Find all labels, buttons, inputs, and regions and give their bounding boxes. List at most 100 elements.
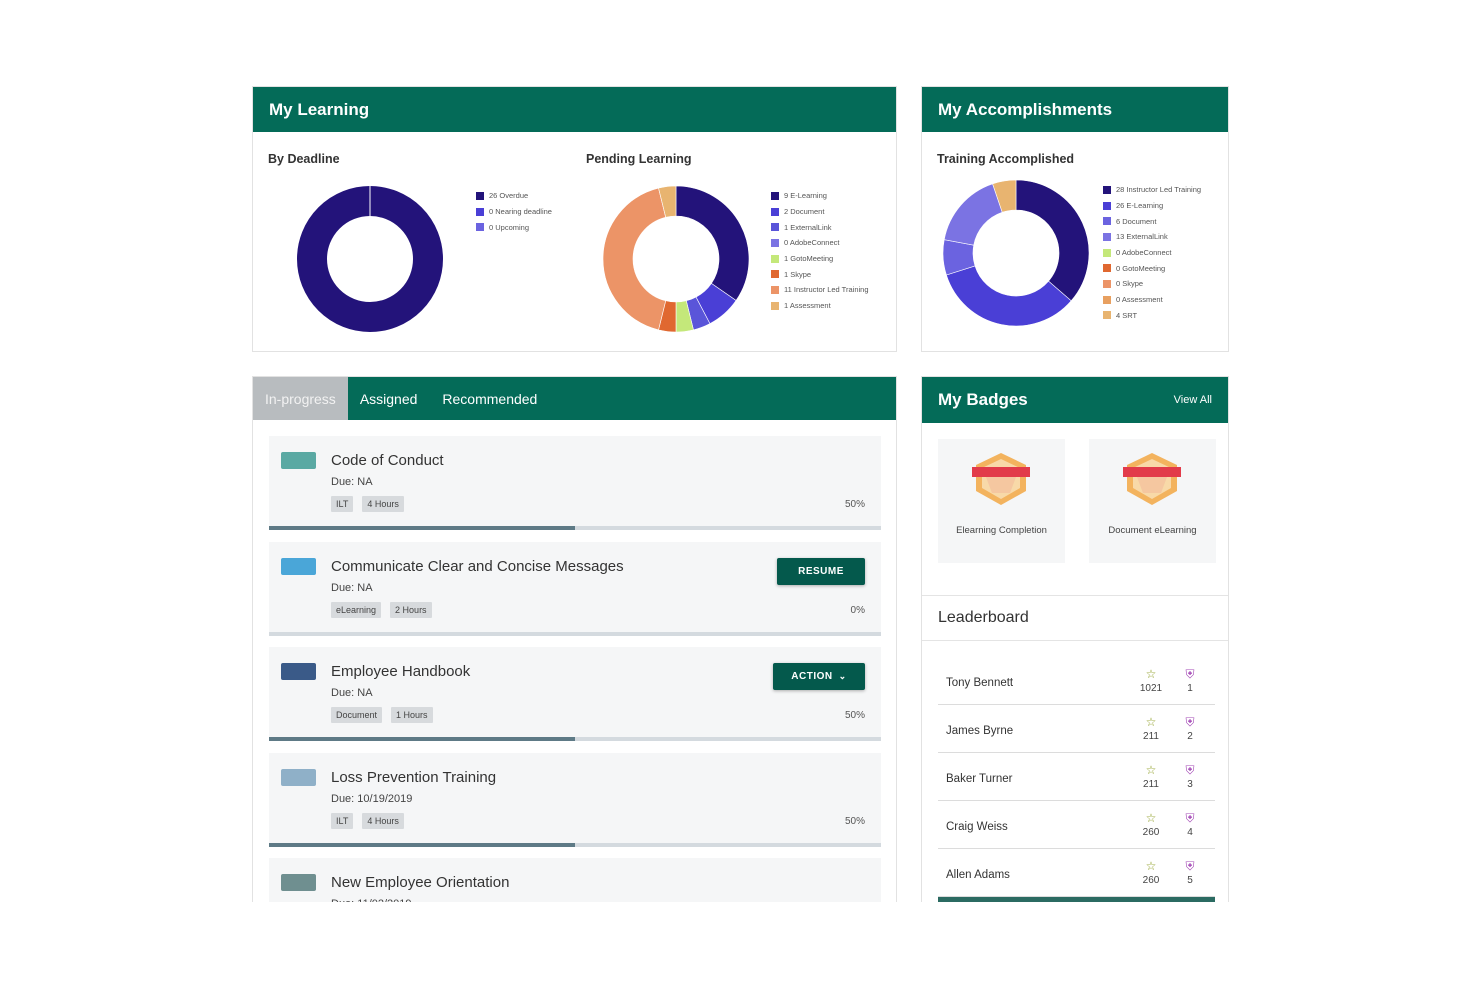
rank-value: 2	[1187, 731, 1193, 742]
legend-swatch	[476, 223, 484, 232]
legend-item[interactable]: 0 AdobeConnect	[771, 235, 869, 251]
donut-slice[interactable]	[675, 185, 750, 301]
legend-item[interactable]: 1 Skype	[771, 266, 869, 282]
training-accomplished-title: Training Accomplished	[937, 152, 1075, 166]
course-card[interactable]: Code of Conduct Due: NA ILT 4 Hours 50%	[269, 436, 881, 530]
legend-label: 26 Overdue	[489, 191, 529, 201]
divider	[922, 640, 1228, 641]
leaderboard-row[interactable]: Baker Turner ☆ 211 ⛨ 3	[938, 753, 1215, 801]
course-tags: Document 1 Hours	[331, 707, 433, 723]
donut-slice[interactable]	[946, 265, 1072, 327]
legend-item[interactable]: 0 Upcoming	[476, 219, 552, 235]
leaderboard-rank: ⛨ 4	[1175, 811, 1205, 838]
donut-slice[interactable]	[943, 183, 1003, 246]
course-tags: eLearning 2 Hours	[331, 601, 432, 618]
legend-item[interactable]: 1 Assessment	[771, 298, 869, 314]
course-tags: ILT 4 Hours	[331, 812, 404, 829]
tab-recommended[interactable]: Recommended	[442, 390, 538, 407]
legend-label: 2 Document	[784, 207, 825, 217]
legend-item[interactable]: 6 Document	[1103, 213, 1201, 229]
course-due-date: Due: NA	[331, 476, 373, 488]
course-tag: ILT	[331, 812, 354, 829]
star-icon: ☆	[1145, 715, 1157, 729]
resume-button-label: RESUME	[798, 565, 844, 577]
legend-item[interactable]: 0 Nearing deadline	[476, 204, 552, 220]
course-title[interactable]: Loss Prevention Training	[331, 768, 497, 786]
course-tag: 4 Hours	[362, 812, 404, 829]
badge-card[interactable]: Document eLearning	[1089, 439, 1216, 563]
legend-item[interactable]: 9 E-Learning	[771, 188, 869, 204]
legend-item[interactable]: 0 GotoMeeting	[1103, 260, 1201, 276]
legend-item[interactable]: 26 E-Learning	[1103, 198, 1201, 214]
training-accomplished-donut-chart[interactable]	[942, 179, 1090, 327]
course-thumbnail	[281, 663, 316, 680]
view-all-link[interactable]: View All	[1173, 394, 1212, 406]
course-card[interactable]: Employee Handbook Due: NA Document 1 Hours 5…	[269, 647, 881, 741]
by-deadline-donut-chart[interactable]	[296, 185, 444, 333]
legend-item[interactable]: 2 Document	[771, 204, 869, 220]
tab-in-progress[interactable]: In-progress	[253, 377, 348, 420]
course-title[interactable]: Communicate Clear and Concise Messages	[331, 557, 624, 575]
legend-label: 0 Assessment	[1116, 295, 1163, 305]
leaderboard-rank: ⛨ 2	[1175, 715, 1205, 742]
resume-button[interactable]: RESUME	[777, 557, 865, 585]
legend-item[interactable]: 28 Instructor Led Training	[1103, 182, 1201, 198]
tab-assigned[interactable]: Assigned	[359, 390, 418, 407]
rank-value: 1	[1187, 683, 1193, 694]
donut-slice[interactable]	[992, 179, 1017, 213]
badge-card[interactable]: Elearning Completion	[938, 439, 1065, 563]
leaderboard-row[interactable]: James Byrne ☆ 211 ⛨ 2	[938, 705, 1215, 753]
leaderboard-points: ☆ 211	[1136, 715, 1166, 742]
course-tag: ILT	[331, 496, 354, 512]
badge-label: Document eLearning	[1108, 525, 1197, 536]
leaderboard-row[interactable]: Allen Adams ☆ 260 ⛨ 5	[938, 849, 1215, 897]
legend-label: 1 ExternalLink	[784, 222, 832, 232]
course-progress-fill	[269, 737, 575, 741]
legend-item[interactable]: 26 Overdue	[476, 188, 552, 204]
badges-header: My Badges View All	[922, 377, 1228, 423]
course-card[interactable]: Loss Prevention Training Due: 10/19/2019 I…	[269, 752, 881, 847]
legend-item[interactable]: 11 Instructor Led Training	[771, 282, 869, 298]
leaderboard-row[interactable]: Craig Weiss ☆ 260 ⛨ 4	[938, 801, 1215, 849]
course-thumbnail	[281, 452, 316, 469]
donut-slice[interactable]	[1015, 179, 1090, 302]
leaderboard-name: James Byrne	[946, 725, 1014, 737]
legend-label: 13 ExternalLink	[1116, 232, 1168, 242]
legend-item[interactable]: 13 ExternalLink	[1103, 229, 1201, 245]
star-icon: ☆	[1145, 763, 1157, 777]
leaderboard-row[interactable]: Tony Bennett ☆ 1021 ⛨ 1	[938, 657, 1215, 705]
pending-learning-donut-chart[interactable]	[602, 185, 750, 333]
legend-swatch	[771, 270, 779, 279]
legend-swatch	[1103, 295, 1111, 304]
my-accomplishments-panel: My Accomplishments Training Accomplished…	[921, 86, 1229, 352]
leaderboard-rank: ⛨ 5	[1175, 859, 1205, 886]
legend-swatch	[476, 191, 484, 200]
legend-label: 1 Assessment	[784, 301, 831, 311]
legend-label: 28 Instructor Led Training	[1116, 185, 1202, 195]
legend-item[interactable]: 1 GotoMeeting	[771, 251, 869, 267]
badges-panel: My Badges View All Elearning Completion …	[921, 376, 1229, 902]
legend-item[interactable]: 0 Assessment	[1103, 292, 1201, 308]
star-icon: ☆	[1145, 667, 1157, 681]
legend-item[interactable]: 4 SRT	[1103, 308, 1201, 324]
course-title[interactable]: Employee Handbook	[331, 663, 471, 680]
course-title[interactable]: Code of Conduct	[331, 452, 444, 469]
course-tabs: In-progress Assigned Recommended	[253, 377, 896, 420]
donut-slice[interactable]	[602, 187, 667, 331]
donut-slice[interactable]	[297, 186, 443, 332]
shield-icon: ⛨	[1185, 715, 1195, 729]
shield-icon: ⛨	[1185, 859, 1195, 873]
legend-label: 6 Document	[1116, 216, 1157, 226]
legend-item[interactable]: 0 Skype	[1103, 276, 1201, 292]
course-card[interactable]: New Employee Orientation Due: 11/02/2019	[269, 858, 881, 902]
legend-item[interactable]: 0 AdobeConnect	[1103, 245, 1201, 261]
course-progress-bar	[269, 737, 881, 741]
course-thumbnail	[281, 557, 316, 575]
action-dropdown-button[interactable]: ACTION ⌄	[773, 663, 865, 690]
shield-icon: ⛨	[1185, 811, 1195, 825]
course-title[interactable]: New Employee Orientation	[331, 874, 510, 891]
legend-item[interactable]: 1 ExternalLink	[771, 219, 869, 235]
course-card[interactable]: Communicate Clear and Concise Messages Du…	[269, 541, 881, 636]
legend-swatch	[1103, 311, 1111, 320]
donut-slice[interactable]	[658, 185, 677, 218]
